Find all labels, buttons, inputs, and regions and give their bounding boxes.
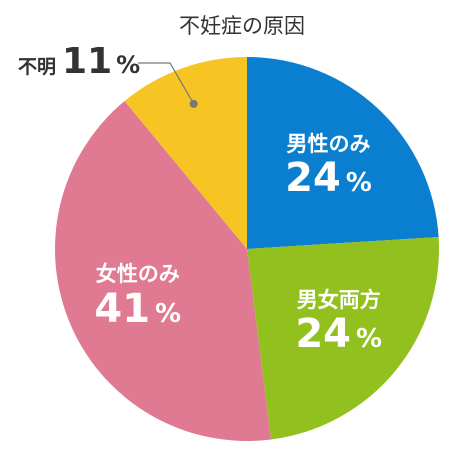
pie-slices bbox=[54, 57, 439, 441]
slice-label-male-only: 男性のみ bbox=[286, 132, 370, 156]
chart-title: 不妊症の原因 bbox=[179, 14, 305, 38]
leader-line bbox=[138, 62, 195, 105]
slice-value-female-only: 41% bbox=[94, 286, 181, 332]
pie-slice-female-only bbox=[54, 101, 272, 441]
slice-label-both: 男女両方 bbox=[297, 288, 381, 312]
slice-label-unknown: 不明 11% bbox=[18, 41, 140, 82]
slice-value-male-only: 24% bbox=[285, 155, 372, 201]
slice-label-female-only: 女性のみ bbox=[96, 262, 180, 286]
pie-slice-both bbox=[247, 236, 439, 440]
slice-value-both: 24% bbox=[295, 311, 382, 357]
pie-slice-male-only bbox=[247, 57, 439, 249]
pie-slice-unknown bbox=[124, 57, 247, 249]
